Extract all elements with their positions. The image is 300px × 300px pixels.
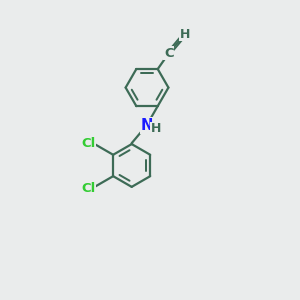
Text: H: H bbox=[151, 122, 161, 136]
Text: Cl: Cl bbox=[81, 137, 96, 150]
Text: N: N bbox=[140, 118, 153, 133]
Text: H: H bbox=[180, 28, 190, 40]
Text: Cl: Cl bbox=[81, 182, 96, 195]
Text: C: C bbox=[164, 47, 174, 60]
